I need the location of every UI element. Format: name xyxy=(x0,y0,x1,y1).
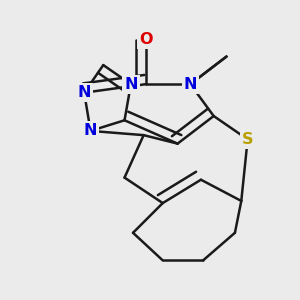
Text: N: N xyxy=(184,77,197,92)
Text: S: S xyxy=(242,132,254,147)
Text: O: O xyxy=(139,32,152,47)
Text: N: N xyxy=(124,77,138,92)
Text: N: N xyxy=(84,123,97,138)
Text: N: N xyxy=(77,85,91,100)
